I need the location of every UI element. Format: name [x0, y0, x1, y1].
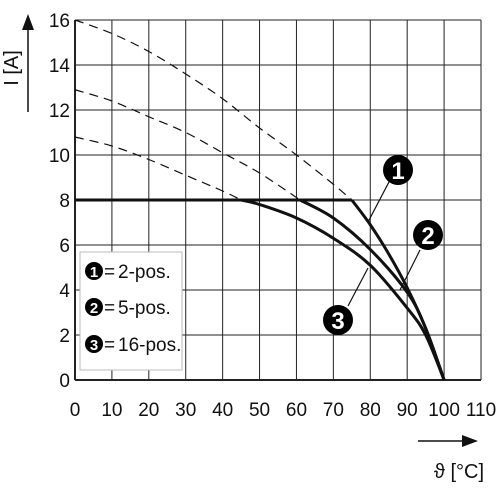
y-tick-label: 16 — [49, 11, 70, 32]
derating-curves — [75, 198, 446, 381]
callout-3: 3 — [323, 267, 369, 335]
callout-2-number: 2 — [421, 223, 434, 250]
callout-3-badge — [323, 305, 353, 335]
x-tick-label: 50 — [249, 400, 270, 421]
x-tick-label: 0 — [70, 400, 81, 421]
callout-1: 1 — [367, 155, 413, 223]
legend: 1 = 2-pos. 2 = 5-pos. 3 = 16-pos. — [79, 251, 183, 371]
callout-3-number: 3 — [331, 308, 344, 335]
series-3-line — [240, 198, 446, 381]
x-tick-label: 80 — [360, 400, 381, 421]
legend-label-1: 2-pos. — [118, 262, 171, 283]
legend-badge-1 — [85, 262, 103, 280]
x-tick-label: 10 — [101, 400, 122, 421]
y-tick-label: 6 — [59, 236, 70, 257]
series-3-extrapolation — [74, 136, 242, 201]
y-axis-arrow — [22, 14, 34, 112]
callout-1-number: 1 — [391, 158, 404, 185]
legend-label-2: 5-pos. — [118, 298, 171, 319]
legend-item-1: 1 = 2-pos. — [85, 262, 171, 283]
x-tick-label: 30 — [175, 400, 196, 421]
y-tick-label: 10 — [49, 146, 70, 167]
legend-badge-2-number: 2 — [90, 300, 98, 317]
callout-2-badge — [413, 220, 443, 250]
callout-3-leader — [347, 267, 369, 307]
legend-eq-3: = — [104, 335, 115, 356]
x-axis-label: ϑ [°C] — [434, 461, 484, 483]
y-tick-labels: 0 2 4 6 8 10 12 14 16 — [49, 11, 71, 392]
legend-badge-3 — [85, 335, 103, 353]
x-axis-arrow — [418, 435, 478, 447]
y-tick-label: 14 — [49, 56, 71, 77]
y-tick-label: 8 — [59, 191, 70, 212]
x-tick-label: 20 — [138, 400, 159, 421]
y-tick-label: 12 — [49, 101, 70, 122]
series-1-extrapolation — [74, 19, 353, 201]
legend-badge-2 — [85, 298, 103, 316]
x-tick-label: 90 — [397, 400, 418, 421]
legend-badge-3-number: 3 — [90, 337, 98, 354]
callout-2: 2 — [399, 220, 443, 291]
y-axis-label: I [A] — [1, 50, 23, 86]
x-tick-labels: 0 10 20 30 40 50 60 70 80 90 100 110 — [70, 400, 496, 421]
legend-item-3: 3 = 16-pos. — [85, 335, 181, 356]
callout-1-leader — [367, 179, 391, 223]
x-tick-label: 100 — [428, 400, 460, 421]
y-tick-label: 4 — [59, 281, 70, 302]
legend-eq-1: = — [104, 262, 115, 283]
x-tick-label: 40 — [212, 400, 233, 421]
series-2-extrapolation — [74, 89, 301, 201]
legend-label-3: 16-pos. — [118, 335, 181, 356]
y-tick-label: 0 — [59, 371, 70, 392]
legend-item-2: 2 = 5-pos. — [85, 298, 171, 319]
callout-2-leader — [399, 249, 421, 291]
series-2-line — [299, 198, 446, 381]
extrapolated-curves — [74, 19, 353, 201]
y-tick-label: 2 — [59, 326, 70, 347]
legend-eq-2: = — [104, 298, 115, 319]
x-tick-label: 60 — [286, 400, 307, 421]
legend-badge-1-number: 1 — [90, 264, 98, 281]
callout-1-badge — [383, 155, 413, 185]
x-tick-label: 70 — [323, 400, 344, 421]
x-tick-label: 110 — [466, 400, 496, 421]
